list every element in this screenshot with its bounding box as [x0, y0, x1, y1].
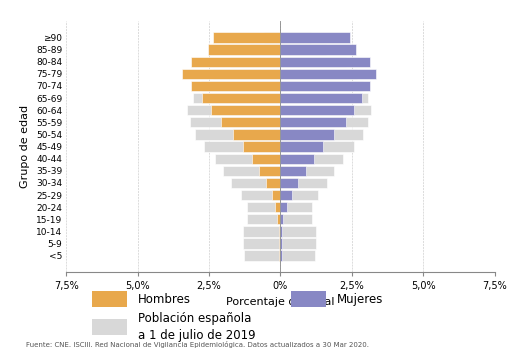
Bar	[280, 214, 283, 224]
Bar	[195, 129, 280, 140]
Y-axis label: Grupo de edad: Grupo de edad	[20, 105, 30, 188]
Bar	[280, 105, 371, 116]
Bar	[246, 202, 280, 212]
Bar	[246, 214, 280, 224]
Bar	[242, 238, 280, 249]
Bar	[266, 178, 280, 188]
Bar	[280, 117, 367, 127]
Bar	[264, 32, 280, 43]
Bar	[280, 44, 355, 55]
Bar	[280, 154, 314, 164]
Text: Hombres: Hombres	[137, 293, 190, 306]
Bar	[186, 105, 280, 116]
Bar	[212, 69, 280, 79]
Bar	[280, 226, 316, 237]
Bar	[251, 154, 280, 164]
Bar	[242, 226, 280, 237]
Bar	[243, 251, 280, 261]
Bar	[280, 178, 297, 188]
Bar	[280, 57, 345, 67]
Bar	[280, 81, 370, 91]
Bar	[280, 105, 353, 116]
Bar	[223, 166, 280, 176]
Bar	[280, 32, 350, 43]
Bar	[280, 69, 376, 79]
Text: Mujeres: Mujeres	[336, 293, 382, 306]
Bar	[201, 81, 280, 91]
Bar	[278, 251, 280, 261]
Bar	[280, 81, 362, 91]
Bar	[280, 202, 286, 212]
Bar	[280, 238, 316, 249]
Bar	[231, 178, 280, 188]
Bar	[229, 57, 280, 67]
Bar	[280, 141, 323, 152]
Bar	[241, 190, 280, 200]
Bar	[280, 202, 312, 212]
Bar	[280, 190, 291, 200]
Bar	[192, 93, 280, 103]
Bar	[202, 93, 280, 103]
Bar	[190, 81, 280, 91]
Bar	[280, 93, 361, 103]
Bar	[182, 69, 280, 79]
Bar	[233, 129, 280, 140]
Bar	[204, 141, 280, 152]
Bar	[276, 214, 280, 224]
Text: Población española
a 1 de julio de 2019: Población española a 1 de julio de 2019	[137, 312, 255, 342]
Bar	[280, 32, 310, 43]
Bar	[278, 238, 280, 249]
Bar	[280, 129, 362, 140]
Bar	[207, 44, 280, 55]
Bar	[214, 154, 280, 164]
Bar	[249, 44, 280, 55]
Bar	[213, 32, 280, 43]
Bar	[220, 117, 280, 127]
Bar	[280, 166, 305, 176]
Bar	[190, 57, 280, 67]
Bar	[189, 117, 280, 127]
Bar	[280, 190, 318, 200]
Bar	[280, 154, 342, 164]
Bar	[280, 117, 345, 127]
Bar	[280, 214, 312, 224]
Bar	[280, 141, 353, 152]
Bar	[280, 166, 333, 176]
Bar	[280, 178, 326, 188]
Bar	[210, 105, 280, 116]
Bar	[278, 226, 280, 237]
Bar	[280, 93, 367, 103]
Bar	[280, 69, 356, 79]
Bar	[243, 141, 280, 152]
Bar	[280, 238, 281, 249]
Bar	[280, 57, 370, 67]
Bar	[280, 44, 325, 55]
Text: Fuente: CNE. ISCIII. Red Nacional de Vigilancia Epidemiológica. Datos actualizad: Fuente: CNE. ISCIII. Red Nacional de Vig…	[25, 341, 368, 348]
Bar	[280, 251, 315, 261]
Bar	[280, 226, 281, 237]
X-axis label: Porcentaje del total: Porcentaje del total	[226, 297, 334, 307]
Bar	[280, 129, 333, 140]
Bar	[271, 190, 280, 200]
Bar	[274, 202, 280, 212]
Bar	[280, 251, 281, 261]
Bar	[259, 166, 280, 176]
